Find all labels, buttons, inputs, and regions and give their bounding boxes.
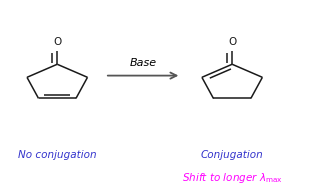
Text: No conjugation: No conjugation [18,150,97,160]
Text: O: O [53,37,61,47]
Text: Conjugation: Conjugation [201,150,264,160]
Text: Shift to longer $\lambda_{\rm max}$: Shift to longer $\lambda_{\rm max}$ [182,171,283,185]
Text: Base: Base [129,58,157,68]
Text: O: O [228,37,236,47]
